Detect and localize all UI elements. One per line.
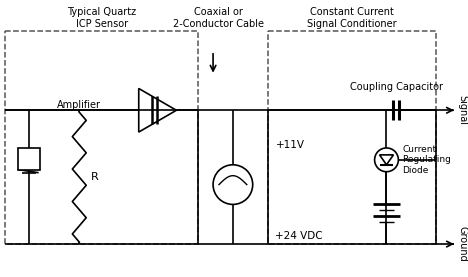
Text: R: R (91, 172, 99, 182)
Text: +11V: +11V (276, 140, 305, 150)
Text: Current
Regulating
Diode: Current Regulating Diode (402, 145, 451, 175)
Bar (5, 31, 198, 244)
Text: +24 VDC: +24 VDC (276, 231, 323, 241)
Bar (268, 31, 436, 244)
Text: Amplifier: Amplifier (57, 100, 101, 110)
Text: Typical Quartz
ICP Sensor: Typical Quartz ICP Sensor (67, 7, 136, 29)
Text: Signal: Signal (458, 95, 468, 125)
Text: Coupling Capacitor: Coupling Capacitor (350, 83, 443, 93)
Text: Ground: Ground (458, 226, 468, 262)
Text: Coaxial or
2-Conductor Cable: Coaxial or 2-Conductor Cable (173, 7, 263, 29)
Bar (18, 148, 40, 170)
Text: Constant Current
Signal Conditioner: Constant Current Signal Conditioner (307, 7, 396, 29)
